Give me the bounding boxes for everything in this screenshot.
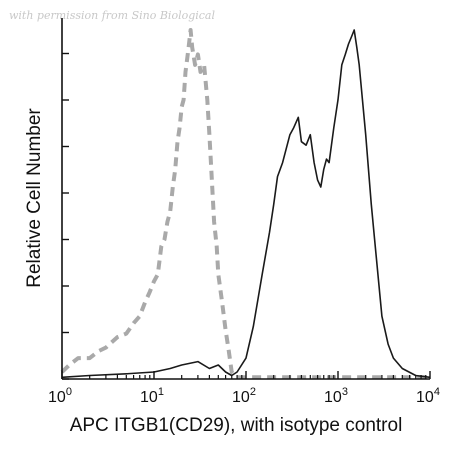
y-axis-ticks bbox=[62, 52, 69, 380]
y-axis-label: Relative Cell Number bbox=[24, 108, 45, 288]
x-tick-label: 100 bbox=[48, 386, 72, 406]
x-tick-label: 103 bbox=[324, 386, 348, 406]
isotype-control-curve bbox=[60, 28, 430, 380]
x-tick-label: 101 bbox=[140, 386, 164, 406]
watermark-text: with permission from Sino Biological bbox=[9, 9, 215, 22]
x-axis-ticks: 100 101 102 103 104 bbox=[48, 371, 440, 406]
x-tick-label: 104 bbox=[416, 386, 440, 406]
plot-area bbox=[60, 28, 431, 380]
sample-curve bbox=[61, 29, 431, 379]
x-axis-label: APC ITGB1(CD29), with isotype control bbox=[70, 415, 403, 436]
x-tick-label: 102 bbox=[232, 386, 256, 406]
